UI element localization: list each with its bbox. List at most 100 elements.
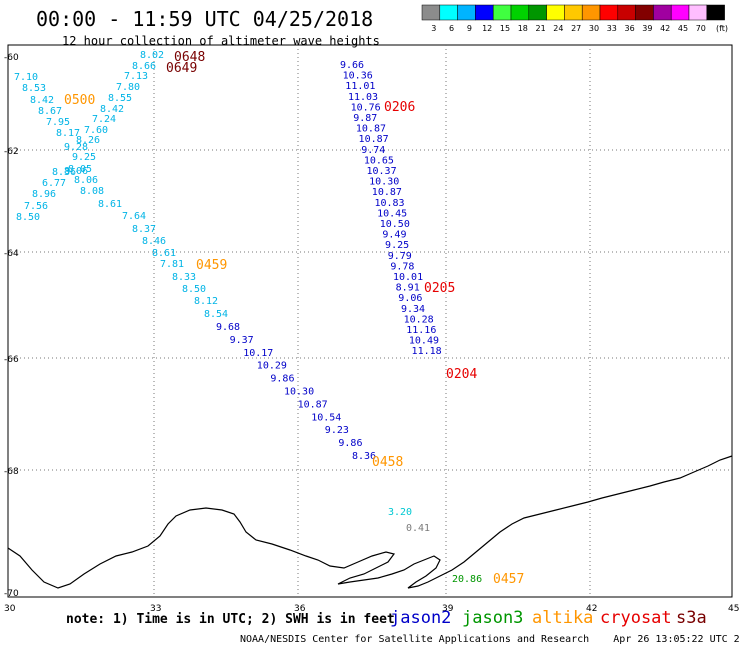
wave-height-value: 10.28	[404, 314, 434, 325]
lon-label: 45	[728, 604, 739, 614]
legend-swatch	[510, 4, 530, 21]
wave-height-value: 10.87	[298, 399, 328, 410]
wave-height-value: 10.17	[243, 348, 273, 359]
wave-height-value: 8.05	[68, 164, 92, 175]
wave-height-value: 11.18	[412, 346, 442, 357]
wave-height-value: 0.41	[406, 523, 430, 534]
wave-height-value: 9.49	[382, 230, 406, 241]
legend-swatch	[617, 4, 636, 21]
wave-height-value: 7.81	[160, 259, 184, 270]
sat-altika: altika	[532, 608, 594, 628]
wave-height-value: 10.30	[284, 387, 314, 398]
wave-height-value: 10.50	[380, 219, 410, 230]
legend-label: 30	[589, 24, 599, 33]
wave-height-value: 8.42	[30, 95, 54, 106]
legend-swatch	[475, 4, 494, 21]
wave-height-value: 8.66	[132, 61, 156, 72]
wave-height-value: 10.87	[356, 124, 386, 135]
legend-swatch	[457, 4, 476, 21]
wave-height-value: 10.65	[364, 155, 394, 166]
legend-label: 24	[553, 24, 563, 33]
wave-height-value: 7.64	[122, 211, 146, 222]
wave-height-value: 8.50	[182, 284, 206, 295]
legend-label: 3	[431, 24, 436, 33]
wave-height-value: 9.78	[390, 261, 414, 272]
wave-height-value: 7.13	[124, 71, 148, 82]
legend-label: 39	[642, 24, 652, 33]
legend-label: 45	[678, 24, 688, 33]
wave-height-value: 10.54	[311, 412, 341, 423]
wave-height-value: 10.45	[377, 208, 407, 219]
wave-height-value: 7.56	[24, 201, 48, 212]
lat-label: -66	[4, 355, 19, 365]
wave-height-value: 7.95	[46, 117, 70, 128]
wave-height-value: 9.87	[353, 113, 377, 124]
wave-height-value: 8.55	[108, 93, 132, 104]
wave-height-value: 8.12	[194, 296, 218, 307]
wave-height-value: 10.87	[359, 134, 389, 145]
wave-height-value: 8.33	[172, 272, 196, 283]
legend-swatch	[688, 4, 708, 21]
legend-swatch	[439, 4, 458, 21]
wave-height-value: 9.86	[338, 438, 362, 449]
wave-height-value: 8.06	[64, 166, 88, 177]
footer-credit: NOAA/NESDIS Center for Satellite Applica…	[240, 634, 740, 645]
wave-height-value: 8.37	[132, 224, 156, 235]
pass-time-label: 0457	[493, 572, 524, 587]
wave-height-value: 8.53	[22, 83, 46, 94]
coastline	[7, 455, 733, 589]
legend-label: 12	[482, 24, 492, 33]
altimeter-tracks: 7.108.538.428.677.958.179.288.366.778.96…	[14, 50, 524, 587]
wave-height-value: 3.20	[388, 507, 412, 518]
sat-jason3: jason3	[462, 608, 524, 628]
wave-height-value: 9.79	[388, 251, 412, 262]
wave-height-value: 8.67	[38, 106, 62, 117]
wave-height-value: 6.77	[42, 178, 66, 189]
wave-height-value: 9.25	[385, 240, 409, 251]
wave-height-value: 11.16	[406, 325, 436, 336]
legend-label: 70	[696, 24, 706, 33]
legend-swatch	[653, 4, 672, 21]
wave-height-value: 8.42	[100, 104, 124, 115]
lat-label: -70	[4, 589, 19, 599]
legend-label: 6	[449, 24, 454, 33]
wave-height-value: 9.28	[64, 142, 88, 153]
lat-label: -64	[4, 249, 19, 259]
legend-label: 15	[500, 24, 510, 33]
wave-height-value: 8.36	[352, 451, 376, 462]
pass-time-label: 0500	[64, 93, 95, 108]
sat-s3a: s3a	[676, 608, 707, 628]
wave-height-value: 8.36	[52, 167, 76, 178]
pass-time-label: 0205	[424, 281, 455, 296]
pass-time-label: 0204	[446, 367, 477, 382]
legend-swatch	[599, 4, 619, 21]
wave-height-value: 10.30	[369, 177, 399, 188]
legend-label: 27	[571, 24, 581, 33]
wave-height-value: 8.96	[32, 189, 56, 200]
legend-label: 18	[518, 24, 528, 33]
wave-height-value: 8.26	[76, 135, 100, 146]
legend-swatch	[635, 4, 654, 21]
lon-label: 36	[294, 604, 306, 614]
wave-height-value: 8.54	[204, 309, 228, 320]
wave-height-value: 11.01	[345, 81, 375, 92]
wave-height-value: 9.68	[216, 322, 240, 333]
wave-height-value: 9.06	[398, 293, 422, 304]
wave-height-value: 10.29	[257, 361, 287, 372]
legend-swatch	[421, 4, 441, 21]
wave-height-value: 9.66	[340, 60, 364, 71]
wave-height-value: 10.87	[372, 187, 402, 198]
lat-lon-grid: -60 -62 -64 -66 -68 -70 30 33 36 39 42 45	[4, 45, 739, 614]
wave-height-value: 7.80	[116, 82, 140, 93]
footer-note: note: 1) Time is in UTC; 2) SWH is in fe…	[66, 612, 395, 627]
wave-height-value: 8.46	[142, 236, 166, 247]
lon-label: 33	[150, 604, 161, 614]
legend-label: 36	[625, 24, 635, 33]
legend-swatch	[546, 4, 565, 21]
wave-height-value: 9.34	[401, 304, 425, 315]
wave-height-value: 10.83	[374, 198, 404, 209]
lon-label: 39	[442, 604, 454, 614]
wave-height-value: 10.37	[367, 166, 397, 177]
lat-label: -62	[4, 147, 19, 157]
wave-height-value: 10.49	[409, 336, 439, 347]
